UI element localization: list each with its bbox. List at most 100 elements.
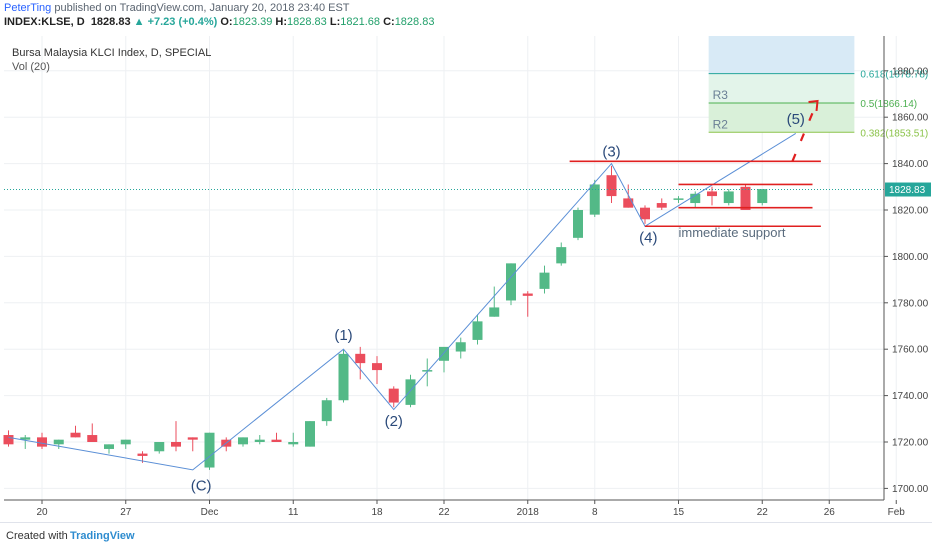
candle-body — [707, 191, 717, 197]
candle — [472, 314, 483, 345]
candle-body — [238, 437, 248, 445]
candle-body — [673, 198, 684, 200]
fib-zone-label-r3: R3 — [713, 88, 729, 102]
candle-body — [20, 437, 31, 440]
x-tick-label: Dec — [201, 507, 219, 518]
candle — [288, 432, 299, 447]
wave-label: (3) — [602, 144, 620, 161]
y-tick-label: 1880.00 — [892, 66, 929, 77]
current-price-label: 1828.83 — [889, 185, 926, 196]
created-with-text: Created with — [6, 530, 68, 542]
symbol-info: INDEX:KLSE, D 1828.83 ▲ +7.23 (+0.4%) O:… — [4, 16, 434, 28]
y-tick-label: 1760.00 — [892, 345, 929, 356]
candle — [522, 291, 533, 317]
candle-body — [439, 346, 449, 361]
support-label: immediate support — [679, 225, 786, 240]
y-tick-label: 1780.00 — [892, 298, 929, 309]
candle — [673, 196, 684, 204]
candle-body — [472, 321, 483, 340]
candle-body — [288, 442, 299, 445]
wave-label: (2) — [385, 413, 403, 430]
tradingview-logo[interactable]: TradingView — [70, 530, 135, 542]
candle — [37, 432, 47, 449]
open-value: 1823.39 — [232, 16, 273, 28]
close-value: 1828.83 — [394, 16, 435, 28]
candle-body — [254, 439, 265, 442]
chart-title: Bursa Malaysia KLCI Index, D, SPECIAL — [12, 47, 211, 59]
y-tick-label: 1840.00 — [892, 159, 929, 170]
candle-body — [305, 421, 315, 447]
candle — [723, 189, 734, 206]
candle-body — [405, 379, 416, 405]
candle-body — [321, 400, 332, 422]
candle — [305, 421, 315, 447]
last-price: 1828.83 — [90, 16, 131, 28]
candle-body — [506, 263, 516, 301]
x-tick-label: 22 — [438, 507, 450, 518]
candle — [439, 346, 449, 373]
candle-body — [556, 247, 567, 264]
open-label: O: — [220, 16, 233, 28]
candle — [455, 337, 466, 359]
candle — [120, 439, 131, 449]
fibonacci-zone: 0.618(1878.78) 0.5(1866.14) 0.382(1853.51)… — [708, 36, 928, 139]
x-tick-label: 2018 — [517, 507, 540, 518]
candle-body — [573, 210, 583, 238]
candle — [221, 437, 232, 452]
fib-level-label: 0.382(1853.51) — [860, 128, 928, 139]
candle-body — [53, 439, 64, 445]
candle-body — [640, 207, 650, 220]
candle-body — [104, 444, 114, 449]
low-value: 1821.68 — [340, 16, 381, 28]
symbol-name: INDEX:KLSE, D — [4, 16, 85, 28]
candle-body — [338, 353, 349, 401]
y-tick-label: 1800.00 — [892, 252, 929, 263]
candle — [506, 263, 516, 306]
fib-zone-label-r2: R2 — [713, 117, 729, 131]
high-value: 1828.83 — [287, 16, 327, 28]
candle — [254, 435, 265, 445]
candle-body — [187, 437, 198, 440]
candle — [640, 205, 650, 224]
candle-body — [204, 432, 215, 468]
candle — [87, 423, 98, 442]
candle-body — [70, 432, 81, 438]
y-tick-label: 1700.00 — [892, 484, 929, 495]
x-tick-label: 26 — [824, 507, 836, 518]
candle — [20, 435, 31, 449]
candle — [489, 286, 500, 317]
price-change: ▲ +7.23 (+0.4%) — [133, 16, 218, 28]
candle — [690, 191, 701, 208]
drawings: (C) (1) (2) (3) (4) (5) immediate support — [4, 99, 884, 495]
candle — [556, 242, 567, 266]
candle-body — [355, 353, 366, 364]
candle-body — [690, 193, 701, 204]
author-link[interactable]: PeterTing — [4, 2, 52, 14]
x-tick-label: 8 — [592, 507, 598, 518]
candle-body — [489, 307, 500, 317]
fib-zone-r3 — [708, 73, 855, 103]
footer: Created with TradingView — [0, 522, 932, 551]
candle-body — [723, 191, 734, 204]
candle — [372, 356, 382, 384]
volume-indicator-label: Vol (20) — [12, 61, 50, 73]
candle — [355, 346, 366, 380]
candle-body — [87, 435, 98, 442]
price-chart[interactable]: 0.618(1878.78) 0.5(1866.14) 0.382(1853.51)… — [0, 0, 932, 522]
candle — [321, 397, 332, 426]
candles — [3, 165, 768, 470]
candle — [539, 265, 550, 294]
candle-body — [589, 184, 600, 215]
candle — [171, 421, 181, 452]
axes: 1700.00 1720.00 1740.00 1760.00 1780.00 1800.… — [4, 36, 931, 518]
candle — [606, 165, 617, 204]
candle — [271, 432, 282, 442]
candle — [53, 439, 64, 449]
fib-level-label: 0.5(1866.14) — [860, 99, 917, 110]
candle-body — [656, 203, 667, 208]
candle-body — [455, 342, 466, 352]
y-tick-label: 1820.00 — [892, 206, 929, 217]
candle-body — [388, 388, 399, 403]
candle — [757, 189, 768, 206]
publish-info: PeterTing published on TradingView.com, … — [4, 2, 350, 14]
